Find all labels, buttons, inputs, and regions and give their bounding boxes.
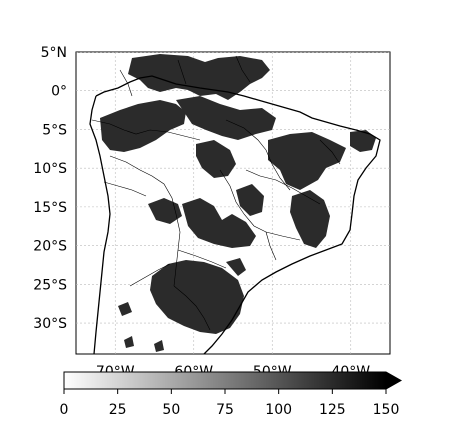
colorbar: 0 25 50 75 100 125 150	[60, 371, 403, 418]
region-northeast-tip	[350, 130, 376, 152]
colorbar-outline	[63, 371, 403, 390]
lat-label: 0°	[51, 84, 67, 100]
region-south-east	[226, 258, 246, 276]
lat-label: 10°S	[33, 161, 67, 177]
lat-label: 20°S	[33, 239, 67, 255]
colorbar-extend-arrow	[386, 372, 401, 389]
lat-label: 15°S	[33, 200, 67, 216]
colorbar-tick-label: 75	[216, 402, 234, 418]
country-borders	[91, 55, 341, 331]
lat-label: 30°S	[33, 316, 67, 332]
latitude-labels: 5°N 0° 5°S 10°S 15°S 20°S 25°S 30°S	[33, 45, 67, 332]
region-central-amazon	[176, 96, 276, 140]
colorbar-tick-label: 100	[265, 402, 292, 418]
region-central	[182, 198, 256, 248]
colorbar-tick-label: 50	[162, 402, 180, 418]
region-bahia	[290, 190, 330, 248]
colorbar-tick-label: 150	[373, 402, 400, 418]
colorbar-tick-label: 25	[109, 402, 127, 418]
region-north-amazon	[128, 54, 270, 100]
lat-label: 25°S	[33, 277, 67, 293]
lat-label: 5°N	[41, 45, 67, 61]
colorbar-gradient	[64, 372, 386, 389]
region-northwest	[100, 100, 186, 152]
map-content	[76, 52, 390, 354]
region-southwest-spots	[118, 302, 164, 352]
region-south	[150, 260, 244, 334]
colorbar-tick-label: 125	[319, 402, 346, 418]
coastline	[89, 75, 381, 354]
colorbar-tick-label: 0	[60, 402, 69, 418]
region-goias	[236, 184, 264, 216]
lat-label: 5°S	[42, 122, 67, 138]
region-east-amazon	[196, 140, 236, 178]
data-regions	[100, 54, 376, 352]
colorbar-ticks: 0 25 50 75 100 125 150	[60, 389, 400, 418]
